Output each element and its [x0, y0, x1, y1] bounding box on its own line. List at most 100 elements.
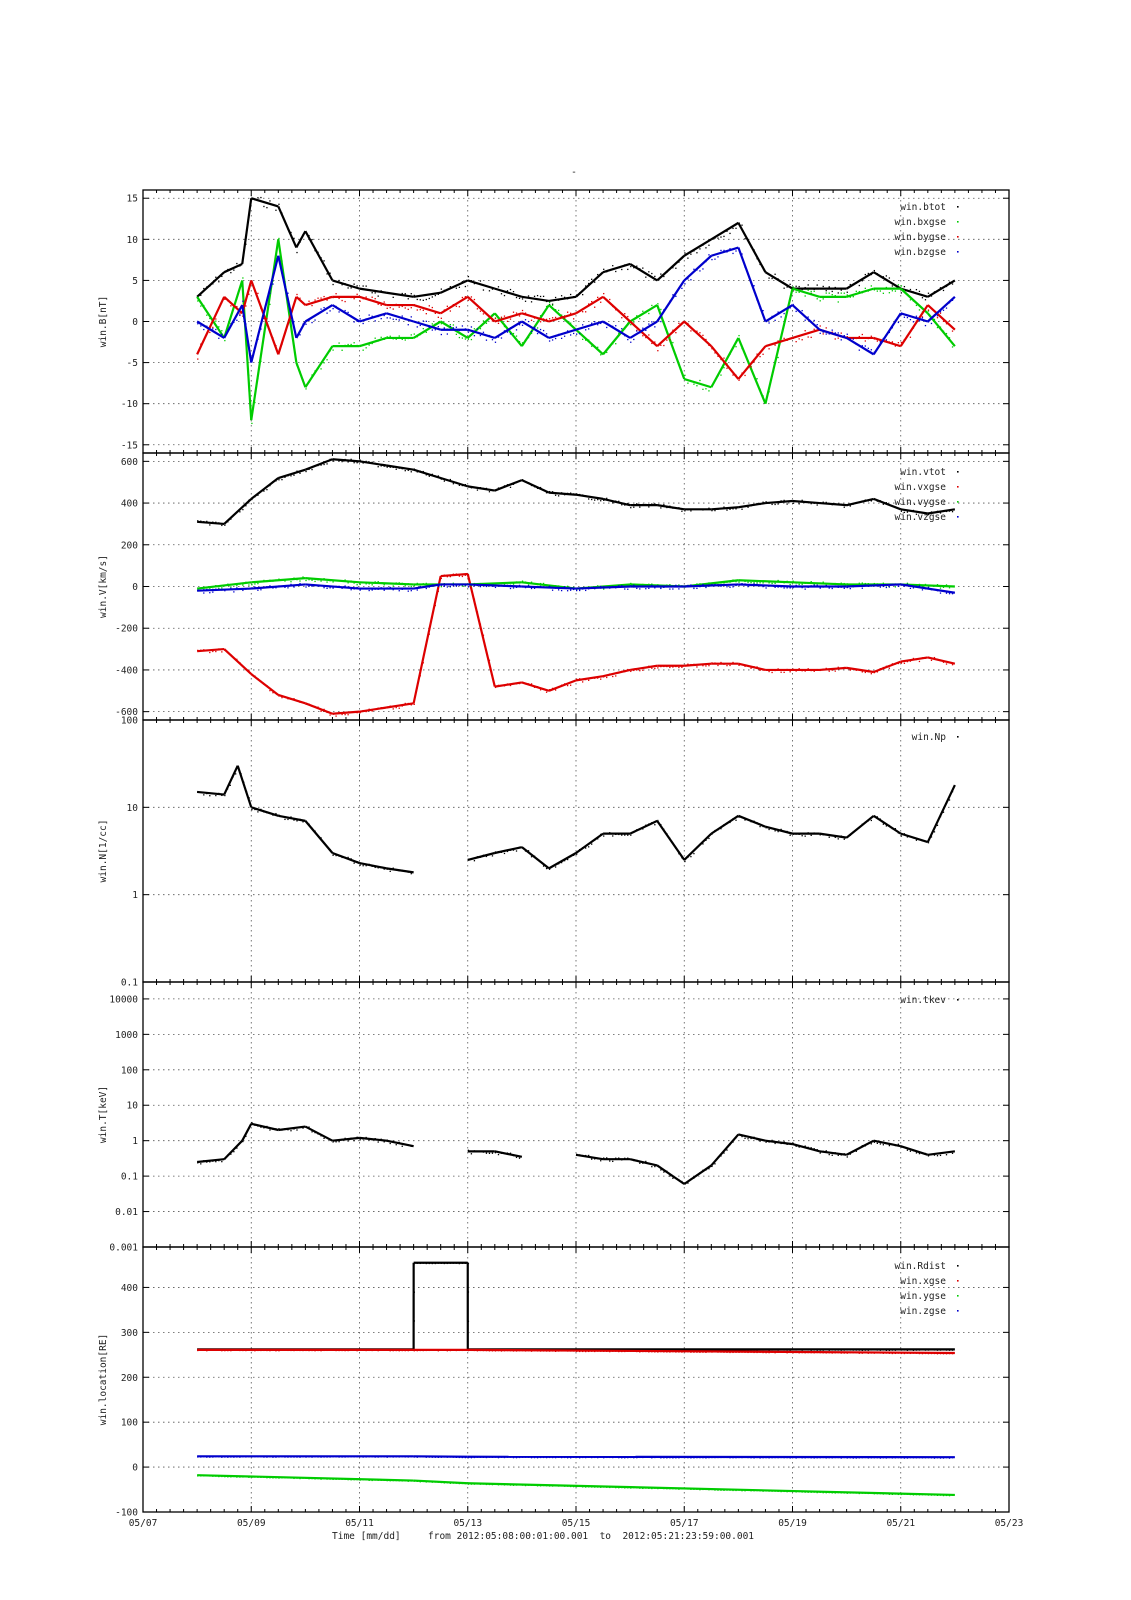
- data-point: [897, 507, 900, 510]
- data-point: [699, 1456, 701, 1459]
- series-segment: [683, 238, 712, 257]
- data-point: [921, 1152, 924, 1154]
- data-point: [311, 705, 313, 707]
- data-point: [786, 580, 788, 582]
- data-point: [242, 1140, 244, 1143]
- data-point: [852, 1150, 854, 1153]
- data-point: [341, 856, 343, 859]
- data-point: [624, 1350, 626, 1353]
- series-segment: [819, 666, 847, 672]
- data-point: [939, 815, 942, 818]
- data-point: [783, 1456, 785, 1459]
- data-point: [521, 846, 524, 849]
- data-point: [515, 1457, 518, 1459]
- data-point: [239, 265, 241, 267]
- data-point: [585, 1350, 587, 1353]
- data-point: [386, 307, 388, 309]
- data-point: [843, 666, 845, 669]
- data-point: [771, 1349, 773, 1351]
- y-tick-label: 1: [132, 890, 138, 901]
- data-point: [272, 283, 274, 285]
- data-point: [374, 292, 376, 294]
- data-point: [933, 511, 936, 514]
- data-point: [533, 317, 536, 319]
- panel-5: 4003002001000-100win.location[RE]win.Rdi…: [98, 1246, 1010, 1519]
- data-point: [747, 1349, 749, 1351]
- data-point: [885, 825, 888, 827]
- data-point: [356, 1456, 358, 1458]
- data-point: [197, 1349, 199, 1352]
- data-point: [678, 853, 680, 855]
- data-point: [533, 1349, 536, 1352]
- data-point: [443, 289, 445, 292]
- series-segment: [304, 304, 334, 323]
- data-point: [828, 670, 830, 672]
- data-point: [401, 468, 403, 470]
- series-segment: [223, 648, 252, 675]
- data-point: [395, 1349, 397, 1352]
- data-point: [669, 300, 671, 302]
- legend-marker: [957, 251, 959, 253]
- data-point: [197, 520, 199, 522]
- data-point: [251, 1349, 253, 1352]
- data-point: [389, 335, 391, 337]
- data-point: [618, 332, 620, 334]
- data-point: [720, 585, 722, 587]
- data-point: [675, 1488, 677, 1490]
- data-point: [951, 330, 954, 332]
- data-point: [879, 500, 882, 502]
- data-point: [774, 1352, 776, 1354]
- series-segment: [359, 706, 387, 713]
- data-point: [290, 320, 292, 322]
- data-point: [906, 583, 909, 586]
- data-point: [807, 289, 809, 291]
- data-point: [473, 1456, 476, 1459]
- data-point: [377, 581, 379, 583]
- data-point: [678, 666, 680, 669]
- data-point: [566, 311, 569, 313]
- data-point: [407, 583, 409, 585]
- data-point: [711, 833, 713, 835]
- data-point: [819, 287, 821, 289]
- data-point: [870, 1349, 872, 1351]
- series-segment: [900, 583, 956, 594]
- data-point: [864, 273, 866, 276]
- data-point: [536, 332, 539, 335]
- data-point: [509, 288, 512, 291]
- data-point: [693, 1351, 695, 1353]
- data-point: [401, 1456, 403, 1458]
- data-point: [813, 1491, 815, 1493]
- data-point: [533, 855, 536, 857]
- data-point: [287, 1456, 289, 1458]
- data-point: [630, 585, 632, 587]
- data-point: [927, 1494, 930, 1496]
- data-point: [894, 1352, 897, 1355]
- data-point: [227, 300, 229, 302]
- data-point: [738, 584, 740, 586]
- data-point: [846, 586, 848, 589]
- data-point: [837, 1154, 839, 1156]
- data-point: [419, 308, 421, 311]
- data-point: [320, 368, 322, 370]
- data-point: [600, 1350, 602, 1352]
- data-point: [266, 1456, 268, 1458]
- data-point: [521, 324, 524, 326]
- data-point: [789, 1490, 791, 1493]
- data-point: [921, 317, 924, 319]
- data-point: [257, 811, 259, 813]
- data-point: [810, 585, 812, 587]
- series-segment: [304, 1125, 333, 1142]
- data-point: [200, 305, 202, 307]
- data-point: [218, 1159, 220, 1162]
- data-point: [756, 258, 758, 260]
- data-point: [591, 586, 593, 589]
- data-point: [389, 1456, 391, 1458]
- data-point: [329, 1139, 331, 1141]
- data-point: [311, 304, 313, 307]
- data-point: [657, 1456, 659, 1458]
- data-point: [389, 1350, 391, 1352]
- data-point: [948, 1457, 951, 1459]
- data-point: [560, 1350, 563, 1352]
- data-point: [293, 819, 295, 821]
- data-point: [335, 281, 337, 283]
